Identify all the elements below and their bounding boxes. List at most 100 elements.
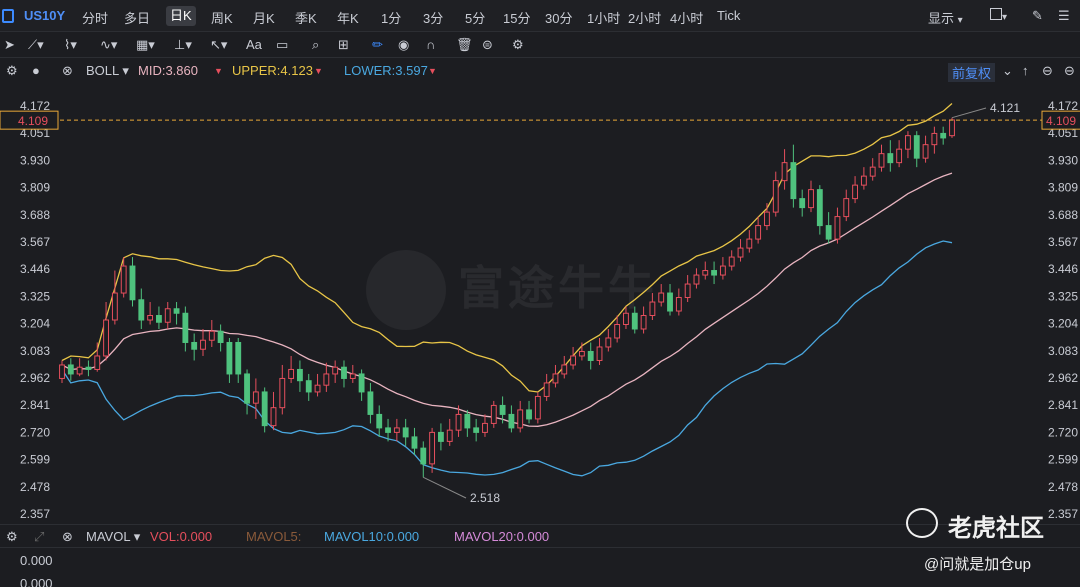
candle-body[interactable] bbox=[940, 132, 947, 139]
candle-body[interactable] bbox=[825, 225, 832, 240]
timeframe-tab[interactable]: 15分 bbox=[503, 11, 531, 26]
candle-body[interactable] bbox=[376, 413, 383, 429]
candle-body[interactable] bbox=[94, 355, 101, 370]
candle-body[interactable] bbox=[534, 395, 541, 420]
candle-body[interactable] bbox=[887, 153, 894, 164]
measure-tool-icon[interactable]: ⊥▾ bbox=[174, 37, 192, 52]
candle-body[interactable] bbox=[543, 382, 550, 397]
candle-body[interactable] bbox=[790, 162, 797, 200]
candle-body[interactable] bbox=[261, 391, 268, 427]
timeframe-tab[interactable]: Tick bbox=[717, 8, 741, 23]
timeframe-tab[interactable]: 月K bbox=[253, 11, 275, 26]
sync-icon[interactable]: ⊜ bbox=[482, 37, 493, 52]
candle-body[interactable] bbox=[341, 366, 347, 379]
shape-tool-icon[interactable]: ⌇▾ bbox=[64, 37, 77, 52]
candle-body[interactable] bbox=[314, 384, 321, 393]
candle-body[interactable] bbox=[896, 148, 903, 164]
cursor-icon[interactable]: ➤ bbox=[4, 37, 15, 52]
gear-icon[interactable]: ⚙ bbox=[6, 63, 18, 78]
candle-body[interactable] bbox=[552, 373, 559, 384]
candle-body[interactable] bbox=[640, 315, 647, 330]
candle-body[interactable] bbox=[799, 198, 806, 209]
candle-body[interactable] bbox=[587, 350, 594, 361]
candle-body[interactable] bbox=[605, 337, 612, 348]
timeframe-tab[interactable]: 周K bbox=[211, 11, 233, 26]
candle-body[interactable] bbox=[235, 341, 242, 375]
candle-body[interactable] bbox=[482, 422, 488, 433]
candle-body[interactable] bbox=[631, 312, 638, 330]
candle-body[interactable] bbox=[860, 175, 867, 186]
timeframe-tab[interactable]: 季K bbox=[295, 11, 317, 26]
candle-body[interactable] bbox=[288, 368, 295, 379]
candle-body[interactable] bbox=[138, 299, 145, 321]
candle-body[interactable] bbox=[913, 135, 920, 159]
candle-body[interactable] bbox=[772, 180, 779, 213]
candle-body[interactable] bbox=[570, 355, 577, 366]
candle-body[interactable] bbox=[781, 162, 788, 182]
candle-body[interactable] bbox=[711, 270, 718, 276]
candle-body[interactable] bbox=[843, 198, 850, 218]
ruler-icon[interactable]: ⊞ bbox=[338, 37, 349, 52]
timeframe-tab[interactable]: 2小时 bbox=[628, 11, 662, 26]
candle-body[interactable] bbox=[649, 301, 656, 317]
candle-body[interactable] bbox=[200, 339, 206, 350]
candle-body[interactable] bbox=[764, 211, 770, 227]
candle-body[interactable] bbox=[526, 409, 532, 420]
candle-body[interactable] bbox=[296, 368, 303, 382]
magnet-icon[interactable]: ∩ bbox=[426, 37, 436, 52]
candlestick-chart[interactable]: 4.172 4.172 4.051 4.051 3.930 3.930 3.809 3.809… bbox=[0, 84, 1080, 524]
timeframe-tab[interactable]: 3分 bbox=[423, 11, 444, 26]
candle-body[interactable] bbox=[905, 135, 911, 150]
candle-body[interactable] bbox=[147, 315, 154, 321]
candle-body[interactable] bbox=[76, 366, 83, 375]
fib-tool-icon[interactable]: ▦▾ bbox=[136, 37, 155, 52]
symbol-label[interactable]: US10Y bbox=[24, 8, 66, 23]
candle-body[interactable] bbox=[411, 436, 418, 449]
arrow-up-icon[interactable]: ↑ bbox=[1022, 63, 1029, 78]
expand-icon[interactable]: ⤢ bbox=[34, 529, 45, 544]
timeframe-tab[interactable]: 多日 bbox=[124, 11, 151, 26]
candle-body[interactable] bbox=[173, 308, 180, 314]
volume-indicator-select[interactable]: MAVOL ▾ bbox=[86, 529, 141, 544]
display-menu[interactable]: 显示 ▾ bbox=[928, 8, 963, 27]
candle-body[interactable] bbox=[702, 270, 709, 276]
candle-body[interactable] bbox=[182, 312, 189, 343]
candle-body[interactable] bbox=[684, 283, 691, 299]
candle-body[interactable] bbox=[226, 341, 233, 375]
candle-body[interactable] bbox=[490, 404, 497, 424]
candle-body[interactable] bbox=[614, 323, 621, 339]
gear-icon[interactable]: ⚙ bbox=[512, 37, 524, 52]
candle-body[interactable] bbox=[623, 312, 629, 325]
zoom-icon[interactable]: ⌕ bbox=[312, 37, 320, 52]
trash-icon[interactable]: 🗑 bbox=[456, 37, 473, 52]
candle-body[interactable] bbox=[332, 366, 339, 375]
candle-body[interactable] bbox=[252, 391, 259, 404]
candle-body[interactable] bbox=[129, 265, 136, 301]
candle-body[interactable] bbox=[737, 247, 744, 258]
candle-body[interactable] bbox=[455, 413, 462, 431]
candle-body[interactable] bbox=[323, 373, 330, 386]
adjust-select[interactable]: 前复权 bbox=[948, 63, 996, 82]
candle-body[interactable] bbox=[693, 274, 700, 285]
candle-body[interactable] bbox=[305, 380, 312, 393]
candle-body[interactable] bbox=[402, 427, 409, 438]
layout-icon[interactable] bbox=[2, 9, 14, 23]
brush-icon[interactable]: ✎ bbox=[1032, 8, 1043, 23]
candle-body[interactable] bbox=[385, 427, 391, 433]
candle-body[interactable] bbox=[393, 427, 400, 433]
timeframe-tab[interactable]: 1分 bbox=[381, 11, 402, 26]
candle-body[interactable] bbox=[728, 256, 735, 267]
candle-body[interactable] bbox=[420, 447, 427, 465]
candle-body[interactable] bbox=[755, 225, 762, 240]
candle-body[interactable] bbox=[217, 330, 224, 343]
candle-body[interactable] bbox=[473, 427, 480, 433]
candle-body[interactable] bbox=[367, 391, 374, 415]
close-icon[interactable]: ⊗ bbox=[62, 63, 73, 78]
minus-circle-icon[interactable]: ⊖ bbox=[1064, 63, 1075, 78]
candle-body[interactable] bbox=[164, 308, 171, 323]
candle-body[interactable] bbox=[111, 292, 118, 321]
checkbox-icon[interactable]: ▾ bbox=[990, 8, 1007, 23]
candle-body[interactable] bbox=[429, 431, 436, 465]
candle-body[interactable] bbox=[746, 238, 753, 249]
candle-body[interactable] bbox=[508, 413, 515, 429]
